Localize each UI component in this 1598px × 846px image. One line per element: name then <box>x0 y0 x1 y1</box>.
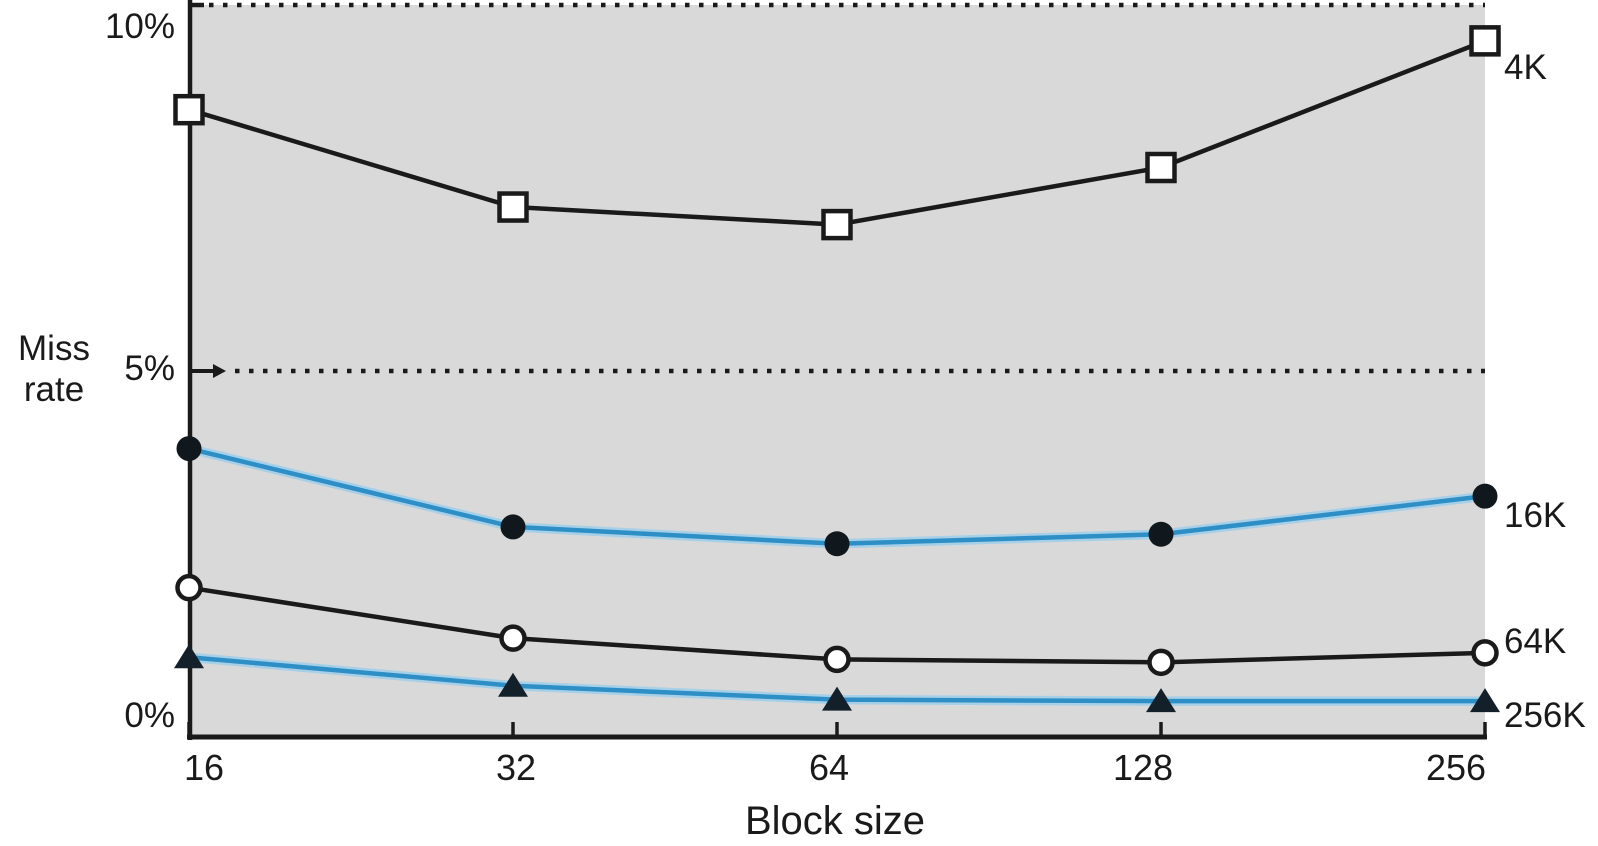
marker-4K-x128 <box>1145 151 1177 184</box>
y-tick-label-0pct: 0% <box>124 696 175 735</box>
marker-4K-x64 <box>821 208 853 241</box>
series-label-64K: 64K <box>1504 622 1567 661</box>
gridline-5pct-arrowhead <box>213 364 226 378</box>
marker-64K-x128 <box>1147 648 1175 677</box>
marker-64K-x64 <box>823 645 851 674</box>
x-tick-label-32: 32 <box>495 747 537 788</box>
y-tick-label-10pct: 10% <box>104 7 175 46</box>
marker-256K-x64 <box>822 686 852 711</box>
marker-256K-x256 <box>1470 688 1500 713</box>
y-tick-label-5pct: 5% <box>124 349 175 388</box>
x-tick-label-256: 256 <box>1425 747 1487 788</box>
marker-256K-x32 <box>498 672 528 697</box>
marker-64K-x256 <box>1471 639 1499 667</box>
marker-16K-x128 <box>1148 521 1174 547</box>
marker-64K-x32 <box>499 624 527 652</box>
x-axis-title: Block size <box>744 799 926 843</box>
y-axis-title-line1: Miss <box>18 329 90 368</box>
marker-16K-x64 <box>824 531 850 557</box>
x-tick-label-128: 128 <box>1112 747 1174 788</box>
y-axis-title: Miss rate <box>0 328 108 410</box>
series-label-16K: 16K <box>1504 496 1567 535</box>
series-label-256K: 256K <box>1504 696 1586 735</box>
marker-16K-x256 <box>1472 483 1498 509</box>
x-tick-label-16: 16 <box>183 747 225 788</box>
marker-256K-x16 <box>174 644 204 669</box>
marker-4K-x32 <box>497 191 529 223</box>
marker-256K-x128 <box>1146 688 1176 713</box>
y-axis-title-line2: rate <box>23 370 85 409</box>
marker-64K-x16 <box>175 573 203 602</box>
marker-16K-x16 <box>176 436 202 462</box>
series-label-4K: 4K <box>1504 48 1547 87</box>
x-tick-label-64: 64 <box>808 747 850 788</box>
marker-4K-x256 <box>1469 25 1501 57</box>
marker-16K-x32 <box>500 514 526 540</box>
marker-4K-x16 <box>173 93 205 126</box>
